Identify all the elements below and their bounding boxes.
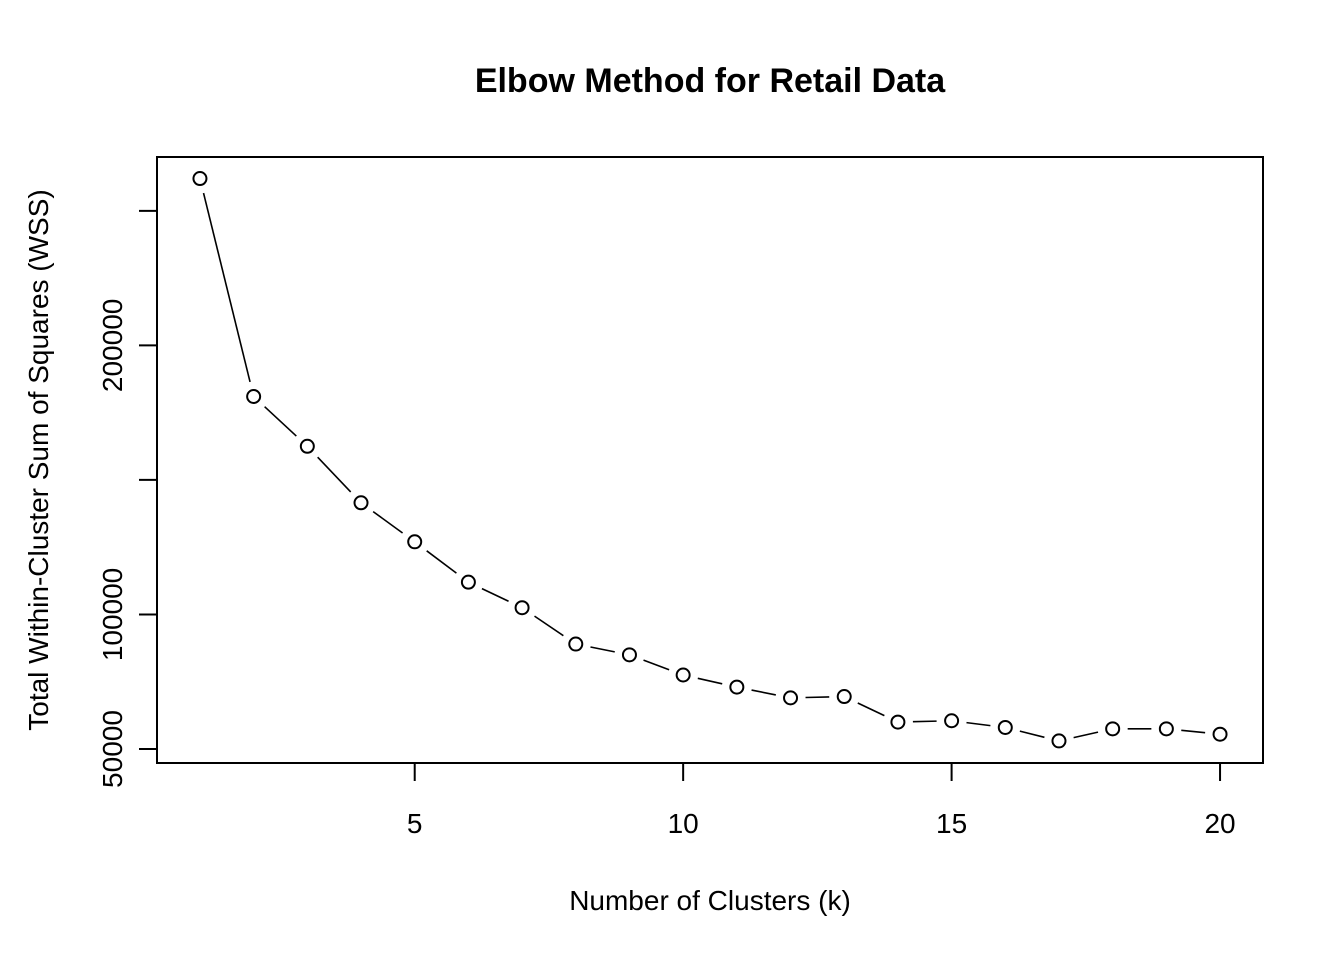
x-tick-label: 15 <box>936 808 967 839</box>
data-point <box>729 679 745 695</box>
data-point <box>1212 726 1228 742</box>
series-segment <box>481 587 509 603</box>
x-tick-label: 10 <box>668 808 699 839</box>
data-point <box>246 388 262 404</box>
data-point <box>407 534 423 550</box>
data-point <box>890 714 906 730</box>
x-tick-label: 5 <box>407 808 423 839</box>
series-segment <box>1181 729 1206 734</box>
data-point <box>836 689 852 705</box>
data-point <box>1105 721 1121 737</box>
series-line <box>202 192 1206 739</box>
y-tick-label: 50000 <box>97 710 128 788</box>
data-point <box>514 600 530 616</box>
y-axis: 50000 100000 200000 <box>97 209 158 788</box>
y-tick-label: 100000 <box>97 568 128 661</box>
x-axis-title: Number of Clusters (k) <box>569 885 851 916</box>
data-point <box>1158 721 1174 737</box>
data-point <box>192 171 208 187</box>
series-segment <box>966 721 991 727</box>
series-segment <box>202 192 251 383</box>
series-segment <box>1019 730 1045 739</box>
data-point <box>568 636 584 652</box>
y-axis-title: Total Within-Cluster Sum of Squares (WSS… <box>23 189 54 731</box>
series-segment <box>372 510 404 534</box>
plot-frame <box>156 156 1264 764</box>
data-point <box>460 574 476 590</box>
series-segment <box>317 456 352 493</box>
data-point <box>299 438 315 454</box>
chart-title: Elbow Method for Retail Data <box>475 62 946 100</box>
series-points <box>192 171 1228 749</box>
series-segment <box>426 550 457 574</box>
data-point <box>944 713 960 729</box>
data-point <box>675 667 691 683</box>
series-segment <box>751 689 776 696</box>
series-segment <box>1073 731 1099 739</box>
series-segment <box>912 720 937 723</box>
series-segment <box>264 406 297 437</box>
data-point <box>353 495 369 511</box>
series-segment <box>534 615 564 637</box>
data-point <box>997 719 1013 735</box>
series-segment <box>643 659 670 671</box>
x-tick-label: 20 <box>1204 808 1235 839</box>
series-segment <box>590 646 615 653</box>
series-segment <box>805 696 830 699</box>
data-point <box>1051 733 1067 749</box>
data-point <box>621 647 637 663</box>
y-tick-label: 200000 <box>97 299 128 392</box>
series-segment <box>857 702 885 717</box>
data-point <box>783 690 799 706</box>
x-axis: 5 10 15 20 <box>407 762 1236 839</box>
series-segment <box>697 677 723 685</box>
